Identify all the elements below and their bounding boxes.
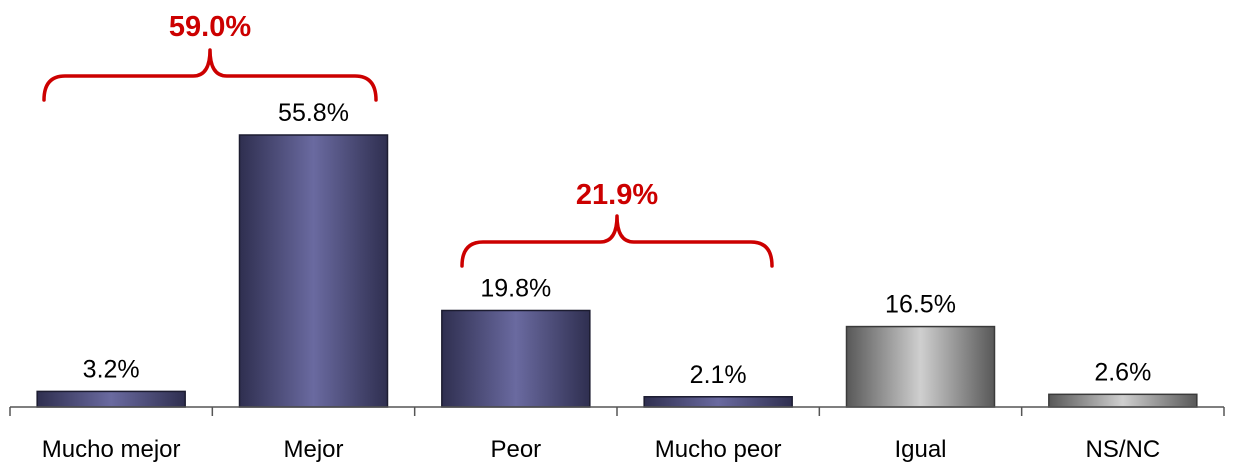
bar-mucho-mejor: [36, 390, 186, 408]
category-label: NS/NC: [1085, 436, 1160, 463]
bars-layer: [36, 134, 1198, 408]
category-label: Igual: [894, 436, 946, 463]
category-label: Mejor: [283, 436, 343, 463]
x-axis: [9, 406, 1225, 416]
category-label: Mucho peor: [655, 436, 782, 463]
category-label: Mucho mejor: [42, 436, 181, 463]
bar-mejor: [238, 134, 389, 408]
value-label: 2.6%: [1094, 358, 1151, 386]
group-brace: [460, 214, 774, 268]
value-label: 16.5%: [885, 291, 956, 319]
group-brace: [42, 48, 378, 102]
bar-ns-nc: [1048, 393, 1198, 408]
category-label: Peor: [490, 436, 541, 463]
value-labels-layer: 3.2% 55.8% 19.8% 2.1% 16.5% 2.6%: [83, 99, 1152, 389]
value-label: 3.2%: [83, 355, 140, 383]
group-total-label: 59.0%: [169, 11, 251, 43]
group-total-label: 21.9%: [576, 179, 658, 211]
value-label: 19.8%: [480, 274, 551, 302]
value-label: 55.8%: [278, 99, 349, 127]
bar-igual: [845, 325, 996, 408]
bar-peor: [441, 309, 591, 408]
bar-mucho-peor: [643, 396, 793, 408]
category-labels-layer: Mucho mejor Mejor Peor Mucho peor Igual NS/NC: [42, 436, 1160, 463]
value-label: 2.1%: [690, 361, 747, 389]
group-annotations-layer: 59.0% 21.9%: [42, 11, 774, 268]
